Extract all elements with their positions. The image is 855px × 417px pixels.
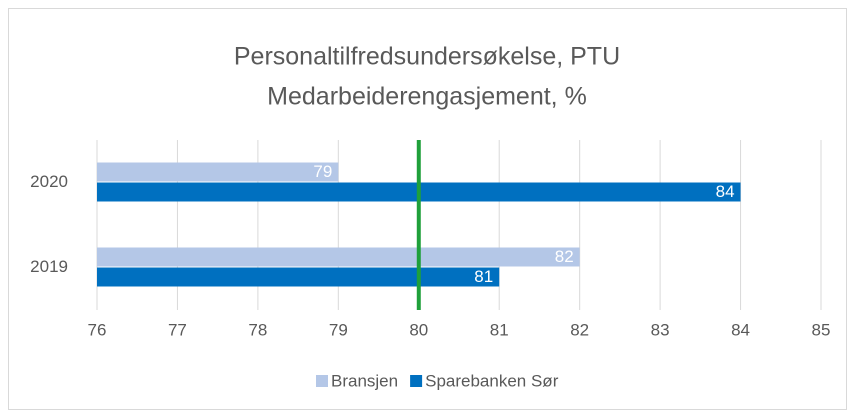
x-tick-label: 79 xyxy=(329,320,348,339)
data-label: 81 xyxy=(474,267,493,286)
x-tick-label: 84 xyxy=(731,320,750,339)
x-tick-label: 77 xyxy=(168,320,187,339)
x-tick-label: 82 xyxy=(570,320,589,339)
x-tick-label: 85 xyxy=(812,320,831,339)
chart-title: Personaltilfredsundersøkelse, PTU xyxy=(234,43,620,71)
data-label: 82 xyxy=(555,247,574,266)
legend-swatch xyxy=(316,375,328,387)
legend-label: Sparebanken Sør xyxy=(425,371,559,390)
bar xyxy=(97,247,580,267)
bar xyxy=(97,162,339,182)
x-tick-label: 78 xyxy=(248,320,267,339)
x-tick-label: 81 xyxy=(490,320,509,339)
data-label: 84 xyxy=(716,182,735,201)
x-tick-label: 80 xyxy=(409,320,428,339)
x-tick-label: 76 xyxy=(88,320,107,339)
legend-label: Bransjen xyxy=(331,371,398,390)
legend-swatch xyxy=(410,375,423,387)
chart-frame xyxy=(8,8,847,410)
y-tick-label: 2019 xyxy=(30,257,68,276)
y-tick-label: 2020 xyxy=(30,172,68,191)
bar xyxy=(97,267,500,287)
data-label: 79 xyxy=(313,162,332,181)
chart-subtitle: Medarbeiderengasjement, % xyxy=(267,83,587,111)
x-tick-label: 83 xyxy=(651,320,670,339)
